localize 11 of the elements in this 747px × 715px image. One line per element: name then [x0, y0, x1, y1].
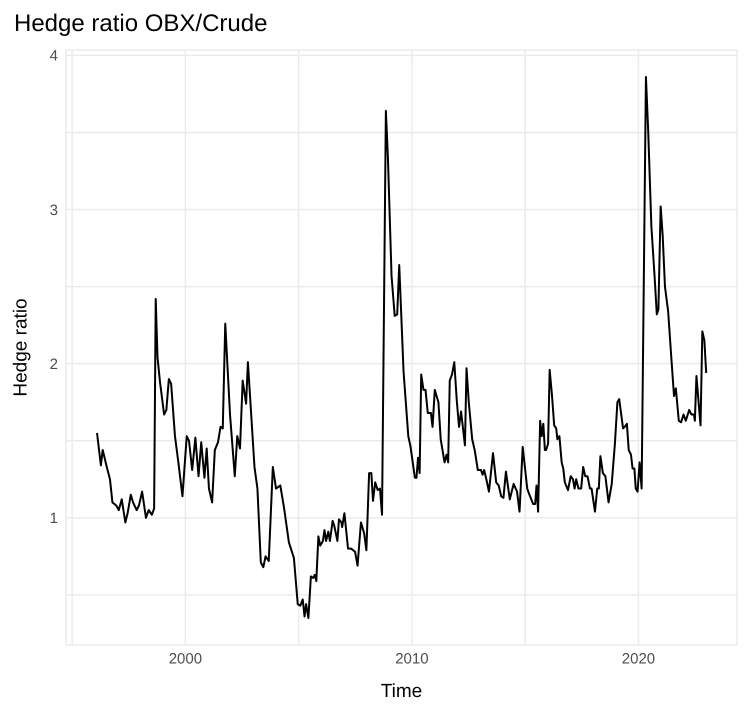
x-tick-label: 2010	[395, 650, 429, 668]
y-axis-title: Hedge ratio	[10, 298, 32, 397]
x-axis-title: Time	[380, 681, 422, 702]
y-tick-label: 4	[50, 48, 58, 65]
x-tick-label: 2020	[622, 650, 656, 668]
y-tick-label: 1	[50, 510, 58, 528]
line-series	[96, 76, 708, 620]
chart-title: Hedge ratio OBX/Crude	[13, 9, 268, 39]
y-tick-label: 3	[50, 202, 58, 219]
x-tick-label: 2000	[168, 650, 202, 668]
y-tick-label: 2	[50, 356, 58, 374]
